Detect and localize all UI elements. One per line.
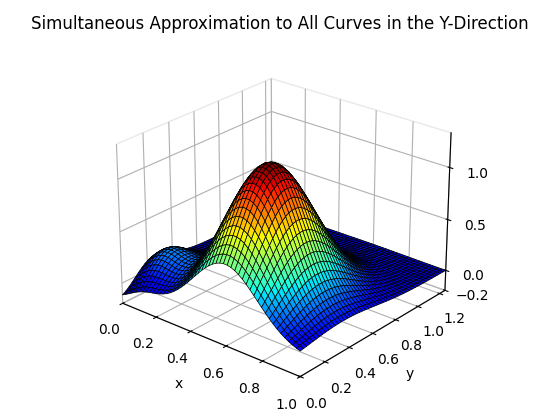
Title: Simultaneous Approximation to All Curves in the Y-Direction: Simultaneous Approximation to All Curves…: [31, 15, 529, 33]
Y-axis label: y: y: [405, 367, 414, 381]
X-axis label: x: x: [175, 377, 183, 391]
